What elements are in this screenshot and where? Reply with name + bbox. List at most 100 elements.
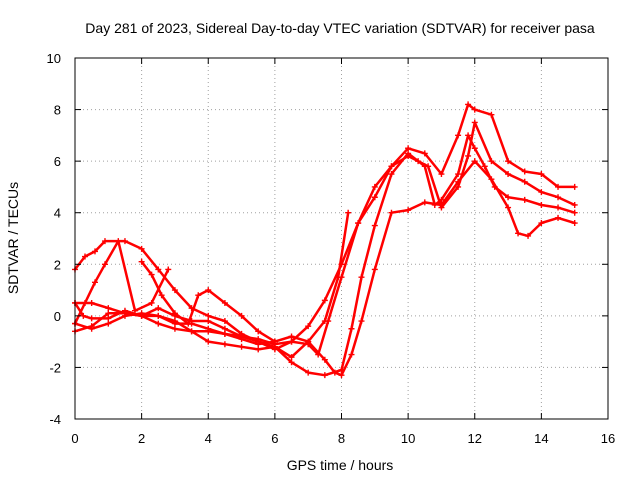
- data-point: [571, 220, 578, 227]
- y-tick-label: 4: [54, 206, 61, 221]
- data-point: [455, 171, 462, 178]
- data-point: [271, 338, 278, 345]
- data-point: [331, 369, 338, 376]
- data-point: [195, 292, 202, 299]
- x-tick-label: 8: [338, 431, 345, 446]
- data-point: [555, 214, 562, 221]
- data-point: [421, 199, 428, 206]
- chart-title: Day 281 of 2023, Sidereal Day-to-day VTE…: [85, 20, 595, 36]
- data-point: [80, 312, 87, 319]
- data-point: [505, 171, 512, 178]
- data-point: [371, 183, 378, 190]
- x-tick-label: 2: [138, 431, 145, 446]
- y-tick-label: 2: [54, 257, 61, 272]
- data-point: [455, 132, 462, 139]
- data-point: [465, 132, 472, 139]
- data-point: [138, 245, 145, 252]
- data-point: [488, 111, 495, 118]
- data-point: [335, 274, 342, 281]
- data-point: [288, 333, 295, 340]
- data-point: [115, 238, 122, 245]
- data-point: [405, 145, 412, 152]
- data-point: [321, 318, 328, 325]
- data-point: [165, 266, 172, 273]
- ticks: 0 2 4 6 8 10 12 14 16 -4 -2 0 2 4 6 8 10: [47, 51, 616, 446]
- data-point: [158, 292, 165, 299]
- data-point: [521, 178, 528, 185]
- data-point: [205, 287, 212, 294]
- data-point: [371, 222, 378, 229]
- data-point: [138, 258, 145, 265]
- data-point: [321, 297, 328, 304]
- data-point: [525, 232, 532, 239]
- data-point: [481, 163, 488, 170]
- data-point: [388, 171, 395, 178]
- data-point: [155, 266, 162, 273]
- y-tick-label: 10: [47, 51, 61, 66]
- data-point: [438, 204, 445, 211]
- data-point: [405, 207, 412, 214]
- data-point: [255, 328, 262, 335]
- data-point: [255, 346, 262, 353]
- series-line: [73, 103, 576, 351]
- data-point: [471, 145, 478, 152]
- data-point: [221, 299, 228, 306]
- data-point: [88, 315, 95, 322]
- data-point: [338, 372, 345, 379]
- x-tick-label: 12: [468, 431, 482, 446]
- data-point: [131, 307, 138, 314]
- y-tick-label: -4: [49, 412, 61, 427]
- data-point: [155, 305, 162, 312]
- data-point: [238, 330, 245, 337]
- series-line: [73, 239, 170, 325]
- data-point: [148, 271, 155, 278]
- series-track-g: [138, 258, 278, 345]
- grid: [75, 58, 608, 419]
- series-track-b: [72, 158, 578, 379]
- data-point: [221, 330, 228, 337]
- data-point: [305, 323, 312, 330]
- data-point: [155, 312, 162, 319]
- data-point: [515, 230, 522, 237]
- data-point: [371, 266, 378, 273]
- data-point: [521, 196, 528, 203]
- y-tick-label: 8: [54, 103, 61, 118]
- data-point: [288, 354, 295, 361]
- data-point: [471, 119, 478, 126]
- data-point: [81, 253, 88, 260]
- data-point: [221, 325, 228, 332]
- data-point: [521, 168, 528, 175]
- data-point: [121, 307, 128, 314]
- x-axis-label: GPS time / hours: [287, 457, 394, 473]
- y-axis-label: SDTVAR / TECUs: [5, 182, 21, 294]
- data-point: [305, 338, 312, 345]
- data-point: [555, 194, 562, 201]
- data-point: [88, 299, 95, 306]
- y-tick-label: 6: [54, 154, 61, 169]
- x-tick-label: 16: [601, 431, 615, 446]
- data-point: [505, 158, 512, 165]
- data-point: [171, 325, 178, 332]
- data-point: [101, 238, 108, 245]
- data-point: [555, 183, 562, 190]
- data-point: [505, 204, 512, 211]
- data-point: [238, 343, 245, 350]
- data-point: [305, 369, 312, 376]
- data-point: [538, 189, 545, 196]
- data-point: [288, 359, 295, 366]
- data-point: [421, 150, 428, 157]
- data-point: [288, 338, 295, 345]
- data-point: [425, 163, 432, 170]
- data-point: [221, 341, 228, 348]
- data-point: [205, 312, 212, 319]
- data-point: [355, 220, 362, 227]
- data-point: [438, 171, 445, 178]
- data-point: [221, 318, 228, 325]
- data-point: [105, 305, 112, 312]
- y-tick-label: -2: [49, 360, 61, 375]
- series-line: [73, 134, 576, 377]
- data-point: [105, 310, 112, 317]
- data-point: [91, 248, 98, 255]
- series-layer: [72, 101, 578, 379]
- series-line: [73, 121, 576, 356]
